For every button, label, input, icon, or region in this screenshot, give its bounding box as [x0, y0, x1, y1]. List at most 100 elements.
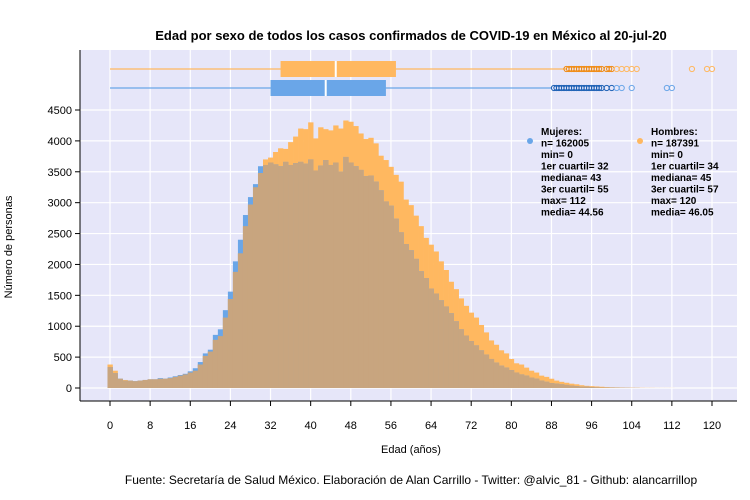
- boxplot-outlier-mujeres: [596, 84, 603, 92]
- bar-overlap: [564, 384, 570, 388]
- bar-overlap: [348, 162, 354, 388]
- bar-overlap: [523, 375, 530, 388]
- bar-hombres: [599, 386, 605, 388]
- bar-overlap: [594, 387, 600, 388]
- bar-overlap: [263, 164, 269, 388]
- x-tick-label: 0: [107, 420, 113, 432]
- bar-overlap: [278, 166, 284, 388]
- stats-line-mujeres: max= 112: [541, 196, 586, 207]
- bar-overlap: [543, 381, 550, 388]
- bar-hombres: [594, 386, 600, 388]
- y-tick-label: 1500: [48, 290, 72, 302]
- bar-overlap: [423, 278, 429, 388]
- bar-overlap: [473, 345, 480, 388]
- bar-overlap: [408, 250, 414, 388]
- bar-hombres: [609, 387, 615, 388]
- stats-line-mujeres: Mujeres:: [541, 127, 582, 138]
- bar-overlap: [212, 339, 219, 388]
- bar-overlap: [252, 187, 259, 388]
- bar-hombres: [579, 385, 585, 388]
- bar-overlap: [569, 385, 575, 388]
- bar-overlap: [303, 163, 309, 388]
- y-tick-label: 1000: [48, 321, 72, 333]
- stats-line-hombres: media= 46.05: [651, 208, 714, 219]
- x-tick-label: 24: [224, 420, 236, 432]
- bar-overlap: [187, 372, 194, 388]
- y-tick-label: 4500: [48, 105, 72, 117]
- y-tick-label: 2500: [48, 229, 72, 241]
- boxplot-outlier-hombres: [633, 65, 640, 73]
- y-axis-label: Número de personas: [3, 195, 15, 298]
- bar-overlap: [232, 271, 239, 388]
- axes: 0 8 16 24 32 40 48 56 64 72 80 88 96 104 112 120 0 500 100…: [48, 50, 737, 432]
- boxplot-outlier-hombres: [688, 65, 696, 73]
- bar-overlap: [589, 387, 595, 388]
- bar-overlap: [553, 383, 560, 388]
- bar-overlap: [463, 335, 469, 388]
- legend-dot-hombres: [637, 138, 643, 144]
- x-tick-label: 120: [703, 420, 721, 432]
- x-tick-label: 16: [184, 420, 196, 432]
- bar-overlap: [197, 364, 204, 388]
- bar-overlap: [162, 378, 168, 388]
- bar-overlap: [558, 384, 565, 388]
- x-tick-label: 64: [425, 420, 437, 432]
- y-tick-label: 500: [54, 352, 72, 364]
- bar-overlap: [137, 380, 143, 388]
- stats-line-mujeres: 3er cuartil= 55: [541, 185, 609, 196]
- bar-overlap: [273, 164, 279, 388]
- bar-overlap: [373, 181, 379, 388]
- bar-overlap: [177, 375, 184, 388]
- boxplot-box-mujeres: [270, 80, 386, 96]
- bar-overlap: [313, 170, 319, 388]
- bar-hombres: [614, 387, 620, 388]
- bar-overlap: [192, 370, 199, 388]
- y-tick-label: 3000: [48, 198, 72, 210]
- bar-overlap: [453, 321, 459, 388]
- boxplot-box-hombres: [280, 61, 396, 77]
- y-tick-label: 2000: [48, 259, 72, 271]
- bar-overlap: [318, 165, 324, 388]
- bar-overlap: [483, 354, 490, 388]
- bar-overlap: [207, 351, 214, 388]
- bar-overlap: [518, 374, 525, 388]
- bar-overlap: [353, 166, 359, 388]
- x-tick-label: 40: [305, 420, 317, 432]
- bar-overlap: [448, 313, 454, 388]
- bar-overlap: [308, 159, 314, 388]
- bar-overlap: [343, 156, 349, 388]
- x-tick-label: 72: [465, 420, 477, 432]
- bar-overlap: [538, 380, 545, 388]
- bar-overlap: [433, 293, 439, 388]
- bar-overlap: [333, 162, 339, 388]
- bar-overlap: [257, 173, 264, 388]
- stats-line-hombres: mediana= 45: [651, 173, 712, 184]
- bar-overlap: [458, 329, 464, 388]
- bar-overlap: [488, 358, 495, 388]
- bar-overlap: [142, 379, 148, 388]
- bar-overlap: [493, 362, 500, 388]
- bar-overlap: [393, 218, 399, 388]
- x-axis-label: Edad (años): [381, 444, 441, 456]
- bar-overlap: [478, 350, 485, 388]
- bar-overlap: [398, 232, 404, 388]
- bar-hombres: [604, 387, 610, 388]
- bar-overlap: [247, 204, 254, 388]
- bar-overlap: [443, 306, 449, 388]
- stats-line-hombres: min= 0: [651, 150, 683, 161]
- bar-overlap: [242, 226, 249, 388]
- bar-overlap: [378, 190, 384, 388]
- bar-overlap: [513, 372, 520, 388]
- stats-line-mujeres: media= 44.56: [541, 208, 604, 219]
- y-tick-label: 0: [66, 383, 72, 395]
- chart-title: Edad por sexo de todos los casos confirm…: [155, 28, 666, 43]
- y-tick-label: 4000: [48, 136, 72, 148]
- bar-overlap: [358, 169, 364, 388]
- x-tick-label: 8: [147, 420, 153, 432]
- bar-overlap: [403, 244, 409, 388]
- stats-line-hombres: 3er cuartil= 57: [651, 185, 719, 196]
- bar-overlap: [383, 201, 389, 388]
- bar-overlap: [498, 365, 505, 388]
- bar-overlap: [548, 383, 555, 388]
